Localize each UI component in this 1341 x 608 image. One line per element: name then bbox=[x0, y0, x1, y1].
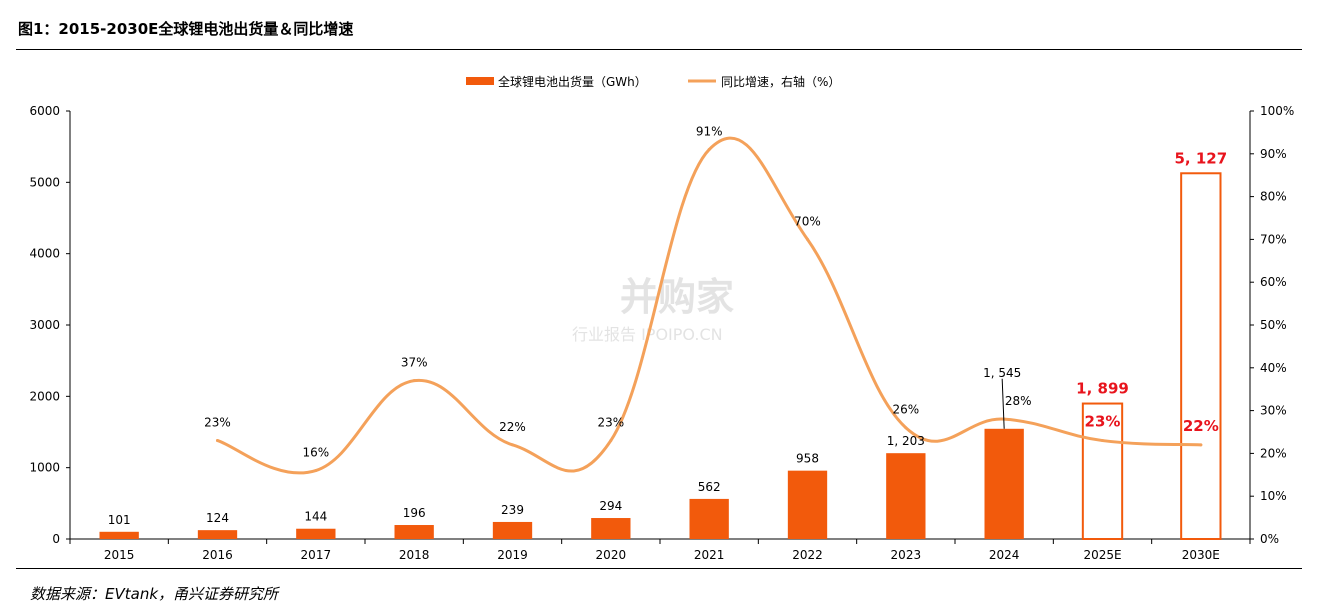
right-tick-label: 100% bbox=[1260, 104, 1294, 118]
x-tick-label: 2024 bbox=[989, 548, 1020, 562]
right-tick-label: 40% bbox=[1260, 361, 1287, 375]
x-tick-label: 2021 bbox=[694, 548, 725, 562]
bar-value-label: 958 bbox=[796, 452, 819, 466]
line-value-label: 26% bbox=[892, 403, 919, 417]
line-point-2022 bbox=[806, 237, 809, 241]
x-tick-label: 2017 bbox=[301, 548, 332, 562]
line-value-label: 37% bbox=[401, 356, 428, 370]
x-tick-label: 2022 bbox=[792, 548, 823, 562]
bar-value-label: 124 bbox=[206, 511, 229, 525]
left-tick-label: 6000 bbox=[29, 104, 60, 118]
bar-2018 bbox=[394, 525, 434, 539]
bar-value-label: 5, 127 bbox=[1174, 149, 1227, 167]
bar-label-leader bbox=[1001, 378, 1005, 429]
line-value-label: 16% bbox=[302, 446, 329, 460]
x-tick-label: 2018 bbox=[399, 548, 430, 562]
line-value-label: 70% bbox=[794, 214, 821, 228]
line-value-label: 28% bbox=[1005, 394, 1032, 408]
x-tick-label: 2020 bbox=[596, 548, 627, 562]
bar-2025E bbox=[1081, 402, 1124, 540]
x-tick-label: 2015 bbox=[104, 548, 135, 562]
left-tick-label: 3000 bbox=[29, 318, 60, 332]
line-point-2017 bbox=[314, 469, 318, 473]
watermark: 并购家 行业报告 IPOIPO.CN bbox=[572, 275, 734, 344]
x-tick-label: 2030E bbox=[1182, 548, 1220, 562]
source-note: 数据来源：EVtank，甬兴证券研究所 bbox=[30, 585, 279, 603]
bar-2020 bbox=[591, 518, 631, 539]
x-tick-label: 2025E bbox=[1083, 548, 1121, 562]
x-tick-label: 2023 bbox=[891, 548, 922, 562]
bar-2024 bbox=[984, 428, 1024, 539]
line-point-2016 bbox=[216, 439, 219, 443]
bar-value-label: 1, 545 bbox=[983, 366, 1021, 380]
right-tick-label: 0% bbox=[1260, 532, 1279, 546]
legend-bar-swatch bbox=[466, 77, 494, 85]
legend: 全球锂电池出货量（GWh） 同比增速，右轴（%） bbox=[466, 74, 840, 89]
bottom-rule bbox=[16, 568, 1302, 569]
legend-bar-label: 全球锂电池出货量（GWh） bbox=[498, 74, 647, 89]
line-point-2030E bbox=[1199, 443, 1203, 447]
bar-2021 bbox=[689, 498, 729, 539]
bar-2030E bbox=[1180, 172, 1222, 541]
bar-value-label: 196 bbox=[403, 506, 426, 520]
line-value-label: 23% bbox=[1085, 413, 1121, 431]
right-tick-label: 70% bbox=[1260, 232, 1287, 246]
left-tick-label: 0 bbox=[52, 532, 60, 546]
x-tick-label: 2016 bbox=[202, 548, 233, 562]
left-tick-label: 5000 bbox=[29, 175, 60, 189]
line-point-2025E bbox=[1101, 439, 1104, 443]
bar-2023 bbox=[886, 453, 926, 539]
left-tick-label: 4000 bbox=[29, 247, 60, 261]
line-value-label: 23% bbox=[204, 416, 231, 430]
line-point-2020 bbox=[609, 439, 613, 443]
bar-value-label: 144 bbox=[304, 510, 327, 524]
right-tick-label: 80% bbox=[1260, 190, 1287, 204]
bar-2022 bbox=[787, 470, 828, 539]
right-tick-label: 30% bbox=[1260, 404, 1287, 418]
line-value-label: 91% bbox=[696, 125, 723, 139]
right-tick-label: 10% bbox=[1260, 489, 1287, 503]
left-tick-label: 1000 bbox=[29, 461, 60, 475]
line-point-2019 bbox=[511, 443, 514, 447]
bar-value-label: 562 bbox=[698, 480, 721, 494]
bar-2015 bbox=[99, 531, 139, 539]
line-value-label: 22% bbox=[1183, 417, 1219, 435]
line-point-2021 bbox=[707, 148, 711, 152]
chart-title: 图1：2015-2030E全球锂电池出货量＆同比增速 bbox=[18, 20, 354, 38]
line-value-label: 23% bbox=[597, 416, 624, 430]
watermark-main: 并购家 bbox=[620, 275, 734, 319]
bar-value-label: 1, 899 bbox=[1076, 380, 1129, 398]
bar-2019 bbox=[492, 521, 533, 539]
bar-value-label: 239 bbox=[501, 503, 524, 517]
bar-value-label: 1, 203 bbox=[887, 434, 925, 448]
bar-2016 bbox=[197, 530, 238, 539]
line-point-2018 bbox=[412, 379, 416, 383]
top-rule bbox=[16, 49, 1302, 50]
left-tick-label: 2000 bbox=[29, 389, 60, 403]
line-point-2023 bbox=[904, 426, 908, 430]
bar-value-label: 294 bbox=[599, 499, 622, 513]
right-tick-label: 50% bbox=[1260, 318, 1287, 332]
bar-2017 bbox=[296, 528, 336, 539]
legend-line-label: 同比增速，右轴（%） bbox=[721, 74, 840, 89]
bar-value-label: 101 bbox=[108, 513, 131, 527]
right-tick-label: 20% bbox=[1260, 446, 1287, 460]
right-tick-label: 90% bbox=[1260, 147, 1287, 161]
line-value-label: 22% bbox=[499, 420, 526, 434]
right-tick-label: 60% bbox=[1260, 275, 1287, 289]
x-tick-label: 2019 bbox=[497, 548, 528, 562]
